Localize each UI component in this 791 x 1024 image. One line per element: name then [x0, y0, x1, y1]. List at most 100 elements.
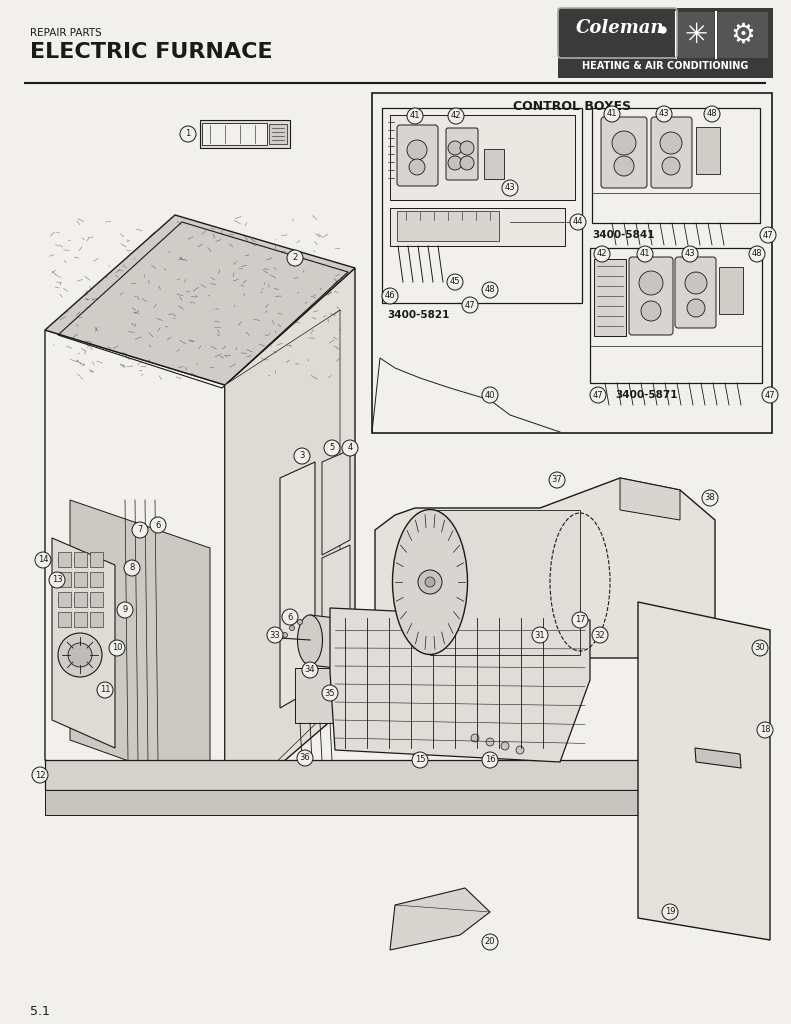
- Circle shape: [590, 387, 606, 403]
- Polygon shape: [45, 215, 355, 385]
- Circle shape: [482, 387, 498, 403]
- FancyBboxPatch shape: [74, 611, 86, 627]
- Circle shape: [290, 626, 294, 631]
- Text: 11: 11: [100, 685, 110, 694]
- Text: 5.1: 5.1: [30, 1005, 50, 1018]
- Circle shape: [382, 288, 398, 304]
- Circle shape: [502, 180, 518, 196]
- Circle shape: [447, 274, 463, 290]
- Circle shape: [324, 440, 340, 456]
- Text: 19: 19: [664, 907, 676, 916]
- Circle shape: [637, 246, 653, 262]
- FancyBboxPatch shape: [58, 552, 70, 566]
- Polygon shape: [280, 462, 315, 708]
- FancyBboxPatch shape: [295, 668, 335, 723]
- Text: 42: 42: [596, 250, 607, 258]
- Circle shape: [604, 106, 620, 122]
- Circle shape: [407, 108, 423, 124]
- Text: 43: 43: [659, 110, 669, 119]
- Circle shape: [109, 640, 125, 656]
- Text: 40: 40: [485, 390, 495, 399]
- Circle shape: [58, 633, 102, 677]
- Polygon shape: [225, 310, 340, 812]
- Circle shape: [322, 685, 338, 701]
- Polygon shape: [225, 268, 355, 812]
- Text: HEATING & AIR CONDITIONING: HEATING & AIR CONDITIONING: [582, 61, 749, 71]
- Circle shape: [267, 627, 283, 643]
- Circle shape: [592, 627, 608, 643]
- Text: 5: 5: [329, 443, 335, 453]
- Polygon shape: [45, 790, 720, 815]
- Text: ✳: ✳: [684, 22, 708, 49]
- Text: 33: 33: [270, 631, 280, 640]
- Text: 41: 41: [607, 110, 617, 119]
- FancyBboxPatch shape: [484, 150, 504, 179]
- Circle shape: [418, 570, 442, 594]
- FancyBboxPatch shape: [719, 267, 743, 314]
- Circle shape: [412, 752, 428, 768]
- Polygon shape: [430, 510, 580, 655]
- Circle shape: [482, 934, 498, 950]
- FancyBboxPatch shape: [390, 115, 575, 200]
- Text: 46: 46: [384, 292, 396, 300]
- FancyBboxPatch shape: [675, 257, 716, 328]
- Circle shape: [297, 620, 302, 625]
- Text: 34: 34: [305, 666, 316, 675]
- Circle shape: [749, 246, 765, 262]
- Text: REPAIR PARTS: REPAIR PARTS: [30, 28, 102, 38]
- Circle shape: [282, 609, 298, 625]
- Circle shape: [448, 156, 462, 170]
- Circle shape: [180, 126, 196, 142]
- Circle shape: [660, 132, 682, 154]
- Circle shape: [117, 602, 133, 618]
- Text: 12: 12: [35, 770, 45, 779]
- Text: 17: 17: [575, 615, 585, 625]
- Polygon shape: [45, 330, 225, 812]
- Text: CONTROL BOXES: CONTROL BOXES: [513, 99, 631, 113]
- Polygon shape: [45, 760, 720, 790]
- FancyBboxPatch shape: [89, 611, 103, 627]
- Circle shape: [662, 157, 680, 175]
- Circle shape: [150, 517, 166, 534]
- Circle shape: [302, 662, 318, 678]
- Text: 48: 48: [485, 286, 495, 295]
- Circle shape: [641, 301, 661, 321]
- Polygon shape: [322, 545, 350, 635]
- Text: 1: 1: [185, 129, 191, 138]
- FancyBboxPatch shape: [58, 592, 70, 606]
- Polygon shape: [322, 450, 350, 555]
- Text: 47: 47: [464, 300, 475, 309]
- Circle shape: [35, 552, 51, 568]
- Text: 4: 4: [347, 443, 353, 453]
- Circle shape: [297, 750, 313, 766]
- Text: 41: 41: [640, 250, 650, 258]
- Polygon shape: [375, 478, 715, 658]
- Text: ELECTRIC FURNACE: ELECTRIC FURNACE: [30, 42, 273, 62]
- Circle shape: [448, 108, 464, 124]
- FancyBboxPatch shape: [629, 257, 673, 335]
- Circle shape: [287, 250, 303, 266]
- Text: 41: 41: [410, 112, 420, 121]
- FancyBboxPatch shape: [590, 248, 762, 383]
- FancyBboxPatch shape: [202, 123, 267, 145]
- Text: 14: 14: [38, 555, 48, 564]
- Circle shape: [704, 106, 720, 122]
- Circle shape: [471, 734, 479, 742]
- Circle shape: [614, 156, 634, 176]
- Circle shape: [572, 612, 588, 628]
- Circle shape: [685, 272, 707, 294]
- FancyBboxPatch shape: [74, 552, 86, 566]
- Text: 36: 36: [300, 754, 310, 763]
- Text: 35: 35: [324, 688, 335, 697]
- FancyBboxPatch shape: [696, 127, 720, 174]
- Text: 7: 7: [138, 525, 142, 535]
- FancyBboxPatch shape: [269, 124, 287, 144]
- Text: 3400-5821: 3400-5821: [387, 310, 449, 319]
- Polygon shape: [70, 500, 210, 790]
- Text: 43: 43: [685, 250, 695, 258]
- Circle shape: [549, 472, 565, 488]
- Circle shape: [532, 627, 548, 643]
- Circle shape: [124, 560, 140, 575]
- Text: 48: 48: [706, 110, 717, 119]
- Text: 42: 42: [451, 112, 461, 121]
